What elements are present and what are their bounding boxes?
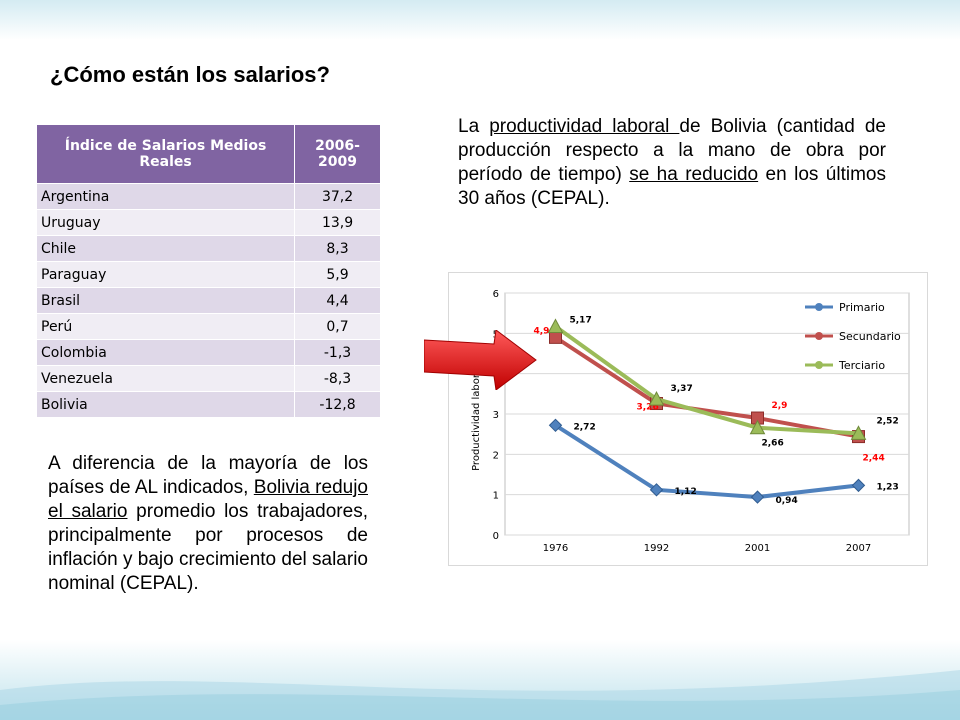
data-label: 2,66	[762, 439, 784, 449]
y-tick-label: 6	[493, 289, 499, 300]
data-point	[850, 425, 867, 440]
table-row: Colombia -1,3	[35, 339, 381, 366]
country-cell: Perú	[35, 313, 296, 340]
y-tick-label: 2	[493, 450, 499, 461]
series-line-secundario	[554, 335, 859, 439]
value-cell: -8,3	[294, 365, 381, 392]
x-tick-label: 1976	[543, 543, 568, 554]
table-row: Brasil 4,4	[35, 287, 381, 314]
legend-label: Primario	[839, 301, 885, 314]
legend-label: Secundario	[839, 330, 901, 343]
series-line-primario	[554, 423, 859, 500]
data-label: 3,26	[637, 403, 659, 413]
value-cell: 8,3	[294, 235, 381, 262]
country-cell: Brasil	[35, 287, 296, 314]
legend-marker	[815, 303, 823, 311]
country-cell: Colombia	[35, 339, 296, 366]
red-arrow-icon	[424, 330, 537, 390]
legend-marker	[815, 361, 823, 369]
data-label: 3,37	[671, 384, 693, 394]
salary-paragraph: A diferencia de la mayoría de los países…	[48, 453, 368, 594]
value-cell: 37,2	[294, 183, 381, 210]
value-cell: 0,7	[294, 313, 381, 340]
table-row: Bolivia -12,8	[35, 391, 381, 418]
data-label: 1,12	[675, 487, 697, 497]
legend-label: Terciario	[838, 359, 885, 372]
data-label: 4,9	[534, 326, 550, 336]
country-cell: Paraguay	[35, 261, 296, 288]
value-cell: 4,4	[294, 287, 381, 314]
value-cell: -12,8	[294, 391, 381, 418]
data-point	[548, 418, 563, 433]
y-tick-label: 3	[493, 410, 499, 421]
x-tick-label: 2001	[745, 543, 770, 554]
x-tick-label: 1992	[644, 543, 669, 554]
data-point	[648, 391, 665, 406]
data-point	[549, 330, 562, 344]
series-line-terciario	[554, 324, 859, 436]
slide-title: ¿Cómo están los salarios?	[50, 62, 330, 87]
data-point	[851, 478, 866, 493]
country-cell: Chile	[35, 235, 296, 262]
data-label: 2,9	[772, 401, 788, 411]
table-body: Argentina 37,2 Uruguay 13,9 Chile 8,3 Paraguay…	[35, 183, 381, 418]
data-label: 0,94	[776, 496, 798, 506]
data-point	[547, 318, 564, 333]
productivity-paragraph: La productividad laboral de Bolivia (can…	[458, 116, 886, 209]
table-row: Argentina 37,2	[35, 183, 381, 210]
table-row: Paraguay 5,9	[35, 261, 381, 288]
data-label: 2,52	[877, 416, 899, 426]
value-cell: -1,3	[294, 339, 381, 366]
country-cell: Uruguay	[35, 209, 296, 236]
data-point	[750, 490, 765, 504]
country-cell: Bolivia	[35, 391, 296, 418]
decorative-wave	[0, 670, 960, 720]
table-row: Chile 8,3	[35, 235, 381, 262]
data-label: 5,17	[570, 315, 592, 325]
data-label: 1,23	[877, 482, 899, 492]
table-row: Venezuela -8,3	[35, 365, 381, 392]
country-cell: Argentina	[35, 183, 296, 210]
legend-marker	[815, 332, 823, 340]
table-row: Uruguay 13,9	[35, 209, 381, 236]
data-label: 2,72	[574, 422, 596, 432]
country-cell: Venezuela	[35, 365, 296, 392]
chart-legend: Primario Secundario Terciario	[805, 301, 901, 372]
data-point	[649, 483, 664, 497]
series-layer: 2,72 1,12 0,94 1,23 4,9 3,26 2,9 2,44 5,17 3,37 2,…	[534, 315, 899, 506]
table-row: Perú 0,7	[35, 313, 381, 340]
chart-svg: 01234561976199220012007 Productividad la…	[471, 289, 910, 554]
data-label: 2,44	[863, 454, 885, 464]
y-axis-label: Productividad laboral	[471, 365, 482, 471]
value-cell: 13,9	[294, 209, 381, 236]
x-tick-label: 2007	[846, 543, 871, 554]
table-header-period: 2006-2009	[294, 124, 381, 184]
chart-grid: 01234561976199220012007	[493, 289, 910, 554]
value-cell: 5,9	[294, 261, 381, 288]
top-gradient	[0, 0, 960, 40]
productivity-chart: 01234561976199220012007 Productividad la…	[448, 272, 928, 566]
table-header-index: Índice de Salarios Medios Reales	[35, 124, 296, 184]
y-tick-label: 1	[493, 491, 499, 502]
salary-index-table: Índice de Salarios Medios Reales 2006-20…	[35, 124, 381, 418]
y-tick-label: 0	[493, 531, 499, 542]
data-point	[749, 419, 766, 435]
